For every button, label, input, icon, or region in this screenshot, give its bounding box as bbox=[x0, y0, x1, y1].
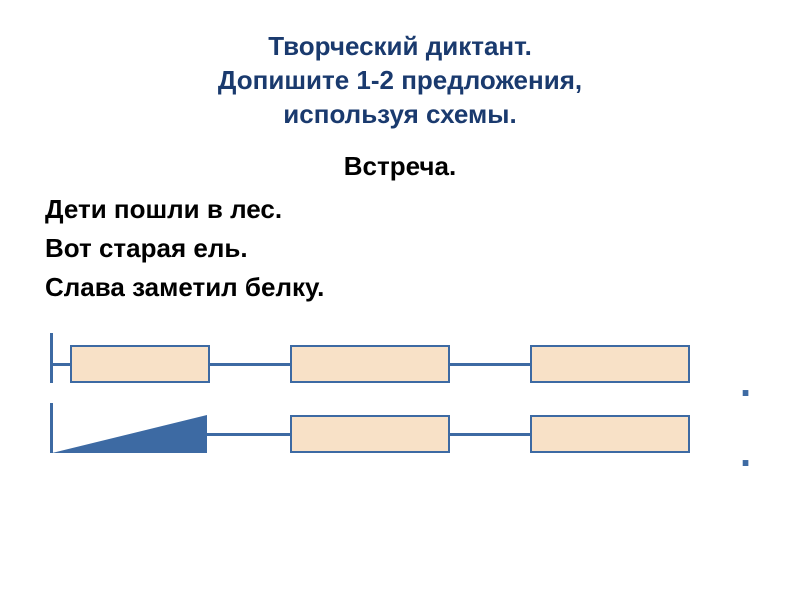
word-box bbox=[290, 345, 450, 383]
word-box bbox=[290, 415, 450, 453]
diagram-row-1: . bbox=[40, 333, 760, 403]
title-line-2: Допишите 1-2 предложения, bbox=[40, 64, 760, 98]
title-line-3: используя схемы. bbox=[40, 98, 760, 132]
period-mark: . bbox=[740, 433, 751, 473]
sentences-block: Дети пошли в лес. Вот старая ель. Слава … bbox=[40, 194, 760, 303]
vertical-start-bar bbox=[50, 333, 53, 383]
title-line-1: Творческий диктант. bbox=[40, 30, 760, 64]
word-box bbox=[530, 345, 690, 383]
word-box bbox=[530, 415, 690, 453]
diagrams-block: . . bbox=[40, 333, 760, 473]
connector bbox=[53, 363, 70, 366]
connector bbox=[207, 433, 290, 436]
sentence-1: Дети пошли в лес. bbox=[40, 194, 760, 225]
diagram-row-2: . bbox=[40, 403, 760, 473]
word-box bbox=[70, 345, 210, 383]
connector bbox=[210, 363, 290, 366]
connector bbox=[450, 363, 530, 366]
sentence-3: Слава заметил белку. bbox=[40, 272, 760, 303]
sentence-2: Вот старая ель. bbox=[40, 233, 760, 264]
period-mark: . bbox=[740, 363, 751, 403]
triangle-marker bbox=[52, 415, 207, 453]
title-block: Творческий диктант. Допишите 1-2 предлож… bbox=[40, 30, 760, 131]
subtitle: Встреча. bbox=[40, 151, 760, 182]
connector bbox=[450, 433, 530, 436]
